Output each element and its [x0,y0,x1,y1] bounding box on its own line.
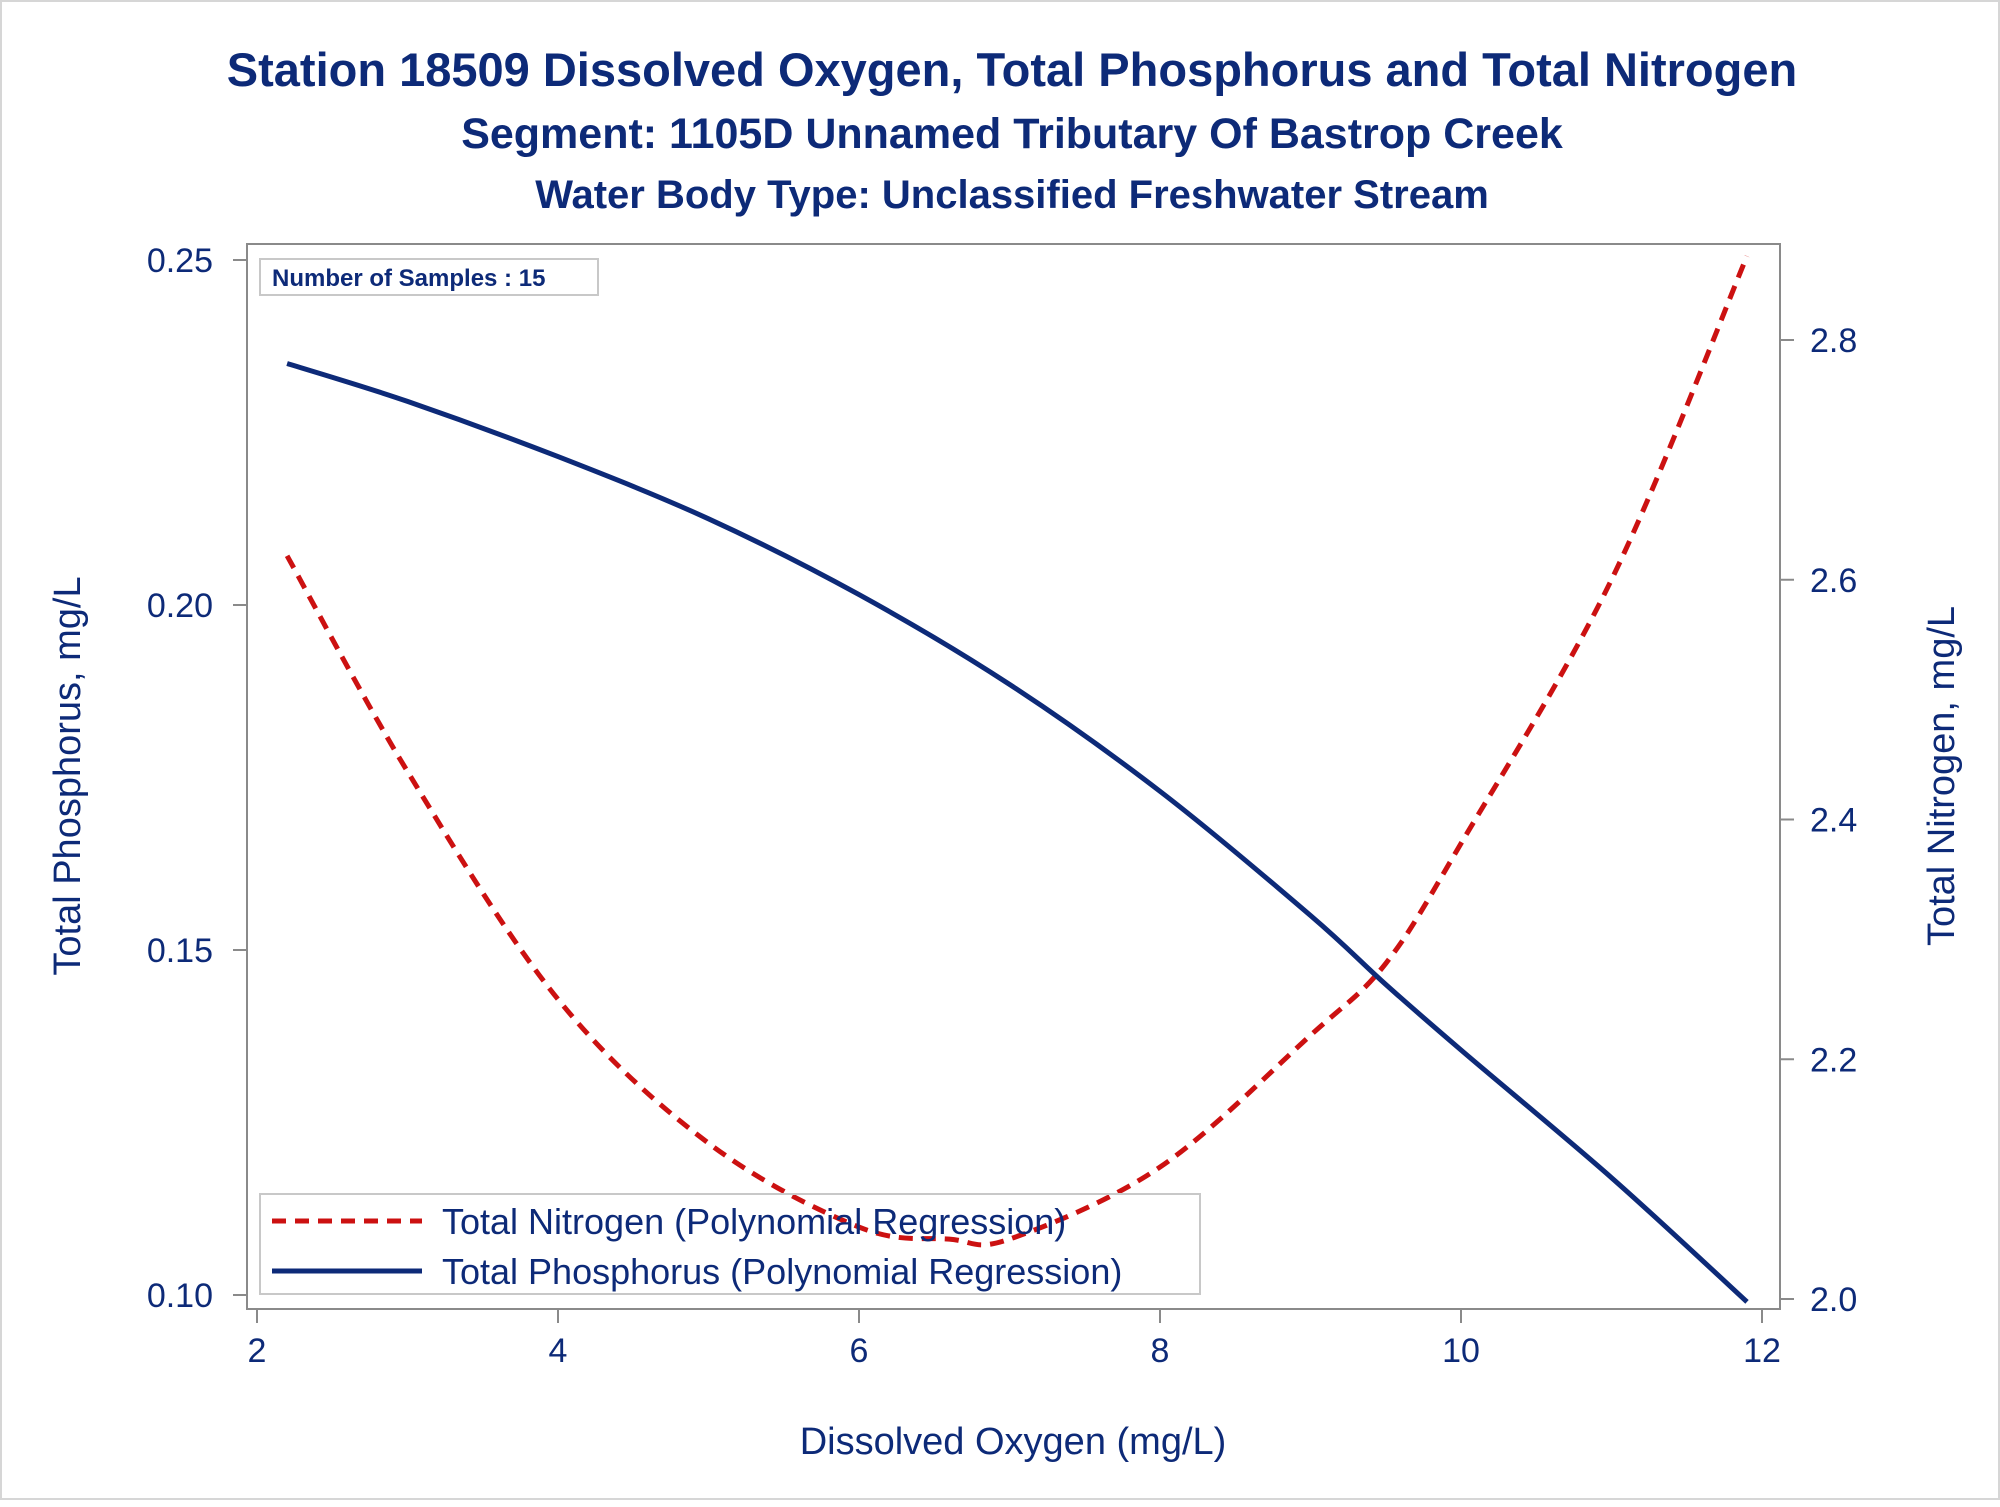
y-left-tick-label: 0.10 [147,1277,213,1315]
y-left-tick-label: 0.15 [147,932,213,970]
y-left-tick-label: 0.20 [147,587,213,625]
y-right-tick-label: 2.0 [1810,1281,1857,1319]
y-axis-left-label: Total Phosphorus, mg/L [47,576,89,975]
series-line-total-phosphorus [286,361,1749,1304]
plot-area-border [246,243,1781,1310]
legend: Total Nitrogen (Polynomial Regression) T… [259,1193,1201,1295]
y-left-tick-label: 0.25 [147,242,213,280]
y-right-tick-label: 2.2 [1810,1041,1857,1079]
y-axis-right-label: Total Nitrogen, mg/L [1921,606,1963,946]
chart-title-line1: Station 18509 Dissolved Oxygen, Total Ph… [227,43,1797,96]
chart-title-line3: Water Body Type: Unclassified Freshwater… [535,173,1489,217]
chart-title-line2: Segment: 1105D Unnamed Tributary Of Bast… [461,110,1563,158]
x-axis-label: Dissolved Oxygen (mg/L) [800,1421,1227,1463]
x-tick-label: 4 [549,1332,568,1370]
series-line-total-nitrogen [284,255,1750,1248]
x-axis: 2 4 6 8 10 12 [248,1309,1781,1370]
y-right-tick-label: 2.4 [1810,802,1857,840]
legend-border [259,1193,1201,1295]
y-right-tick-label: 2.8 [1810,322,1857,360]
x-tick-label: 12 [1743,1332,1781,1370]
x-tick-label: 6 [850,1332,869,1370]
sample-count-text: Number of Samples : 15 [272,265,545,292]
x-tick-label: 2 [248,1332,267,1370]
series-layer [284,255,1750,1304]
x-tick-label: 10 [1442,1332,1480,1370]
y-axis-left: 0.10 0.15 0.20 0.25 [147,242,247,1315]
y-axis-right: 2.0 2.2 2.4 2.6 2.8 [1780,322,1857,1319]
sample-count-box: Number of Samples : 15 [259,258,599,296]
x-tick-label: 8 [1151,1332,1170,1370]
legend-label-nitrogen: Total Nitrogen (Polynomial Regression) [442,1201,1066,1242]
y-right-tick-label: 2.6 [1810,562,1857,600]
legend-label-phosphorus: Total Phosphorus (Polynomial Regression) [442,1251,1122,1292]
sample-count-border [259,258,599,296]
